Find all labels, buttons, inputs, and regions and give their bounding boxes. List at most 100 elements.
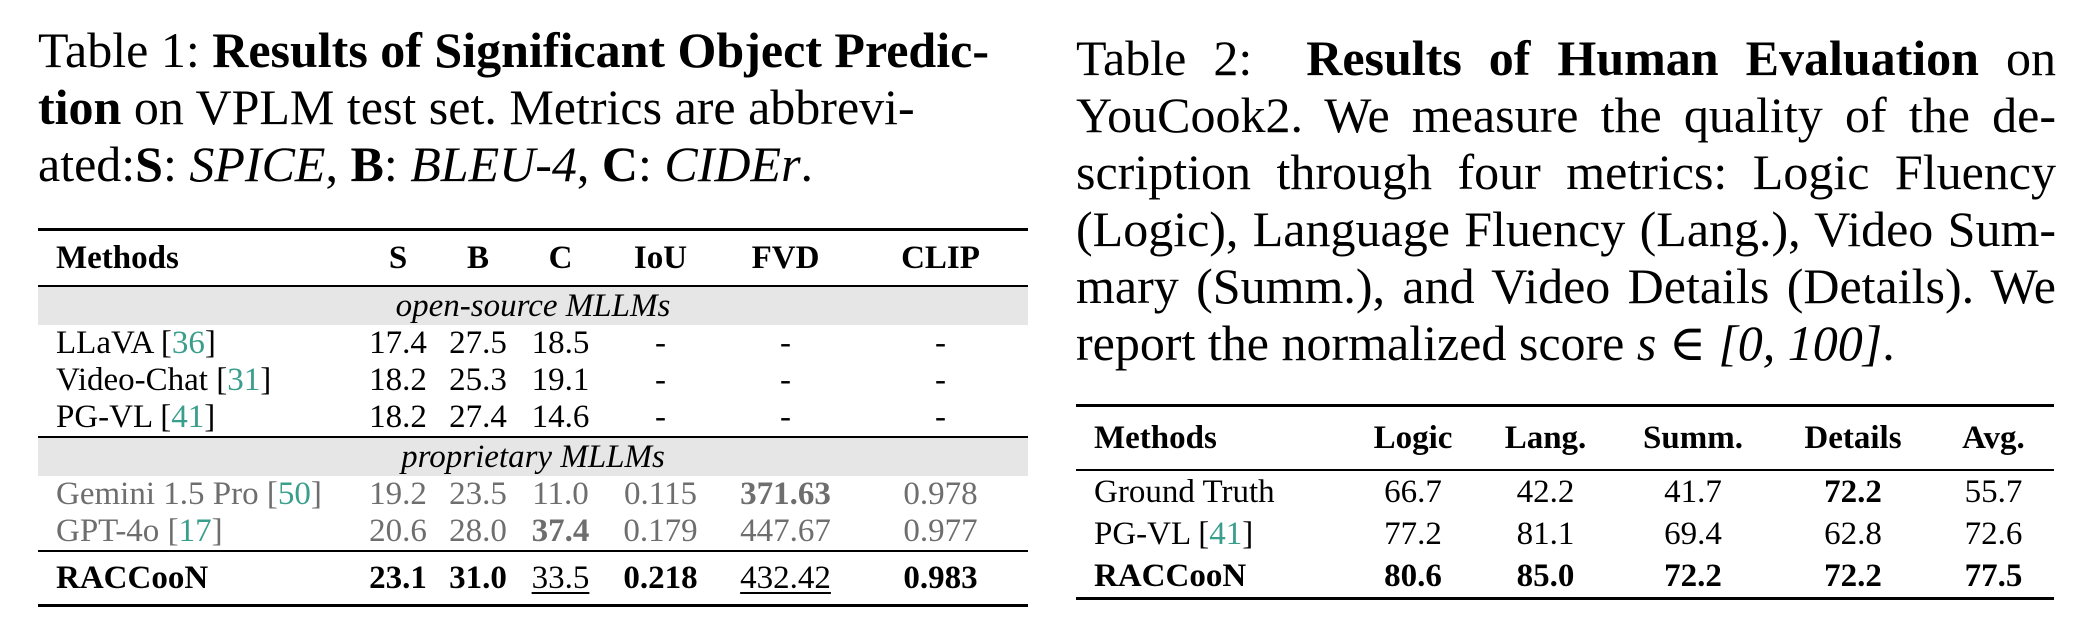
table1-caption: Table 1: Results of Significant Object P… — [38, 22, 1028, 193]
cell-clip: 0.978 — [903, 476, 978, 512]
group-row-proprietary: proprietary MLLMs — [38, 436, 1028, 476]
method-label: PG-VL — [56, 399, 161, 435]
cell-lang: 42.2 — [1478, 469, 1613, 513]
cell-avg: 77.5 — [1933, 555, 2054, 600]
cell-summ: 69.4 — [1664, 515, 1722, 552]
table-row: Video-Chat [31] 18.2 25.3 19.1 - - - — [38, 362, 1028, 399]
table-row: PG-VL [41] 77.2 81.1 69.4 62.8 72.6 — [1076, 513, 2054, 555]
method-name: GPT-4o [17] — [56, 513, 223, 549]
citation-link[interactable]: 17 — [178, 513, 212, 549]
cell-iou: 0.218 — [603, 550, 718, 607]
header-c: C — [518, 228, 603, 286]
cell-logic: 66.7 — [1348, 469, 1478, 513]
metric-c-key: C — [601, 136, 639, 192]
citation-link[interactable]: 31 — [227, 362, 261, 398]
cell-clip: 0.983 — [853, 550, 1028, 607]
cell-summ: 72.2 — [1613, 555, 1773, 600]
table-row: Ground Truth 66.7 42.2 41.7 72.2 55.7 — [1076, 469, 2054, 513]
method-label: Video-Chat — [56, 362, 217, 398]
table2-title: Results of Human Evaluation — [1306, 30, 1979, 86]
cell-clip: - — [935, 399, 946, 435]
header-s: S — [358, 228, 438, 286]
method-label: PG-VL — [1094, 515, 1199, 552]
table1-title-part1: Results of Significant Object Predic- — [212, 22, 989, 78]
cell-summ: 41.7 — [1613, 469, 1773, 513]
method-name: PG-VL [41] — [1094, 515, 1254, 552]
metric-b-value: BLEU-4 — [410, 136, 577, 192]
table2-caption: Table 2: Results of Human Evaluation on … — [1076, 30, 2056, 372]
citation-link[interactable]: 41 — [1209, 515, 1243, 552]
sep: : — [162, 136, 190, 192]
cell-lang: 85.0 — [1478, 555, 1613, 600]
cell-logic: 80.6 — [1348, 555, 1478, 600]
method-label: GPT-4o — [56, 513, 168, 549]
method-name: RACCooN — [1076, 555, 1348, 600]
method-name: Ground Truth — [1076, 469, 1348, 513]
table1-header-row: Methods S B C IoU FVD CLIP — [38, 228, 1028, 286]
cell-fvd: 447.67 — [740, 513, 831, 549]
cell-logic: 77.2 — [1384, 515, 1442, 552]
cell-c-second: 33.5 — [518, 550, 603, 607]
metric-s-value: SPICE — [189, 136, 326, 192]
table-row: LLaVA [36] 17.4 27.5 18.5 - - - — [38, 325, 1028, 362]
table-row: GPT-4o [17] 20.6 28.0 37.4 0.179 447.67 … — [38, 513, 1028, 551]
cell-clip: - — [935, 362, 946, 398]
cell-c-best: 37.4 — [531, 513, 590, 549]
cell-avg: 55.7 — [1933, 469, 2054, 513]
group-label: open-source MLLMs — [38, 285, 1028, 325]
header-summ: Summ. — [1613, 404, 1773, 470]
cell-c: 18.5 — [531, 325, 590, 361]
cell-avg: 72.6 — [1964, 515, 2023, 552]
group-row-open-source: open-source MLLMs — [38, 285, 1028, 325]
header-avg: Avg. — [1933, 404, 2054, 470]
comma: , — [325, 136, 351, 192]
table2-header-row: Methods Logic Lang. Summ. Details Avg. — [1076, 404, 2054, 470]
cell-fvd: - — [780, 325, 791, 361]
cell-s: 17.4 — [369, 325, 427, 361]
cell-clip: 0.977 — [903, 513, 978, 549]
cell-b: 27.4 — [449, 399, 507, 435]
method-name: PG-VL [41] — [56, 399, 216, 435]
method-name: Video-Chat [31] — [56, 362, 272, 398]
citation-link[interactable]: 36 — [171, 325, 205, 361]
cell-details: 62.8 — [1824, 515, 1882, 552]
table1-title-part2: tion — [38, 79, 122, 135]
cell-c: 14.6 — [531, 399, 590, 435]
cell-s: 18.2 — [369, 362, 427, 398]
metric-b-key: B — [350, 136, 384, 192]
header-lang: Lang. — [1478, 404, 1613, 470]
cell-b: 25.3 — [449, 362, 507, 398]
cell-iou: - — [655, 325, 666, 361]
cell-s: 23.1 — [358, 550, 438, 607]
table1-caption-text1: on VPLM test set. Metrics are abbrevi- — [121, 79, 915, 135]
header-details: Details — [1773, 404, 1933, 470]
citation-link[interactable]: 50 — [277, 476, 311, 512]
score-range-math: s ∈ [0, 100] — [1636, 315, 1883, 371]
sep: : — [638, 136, 665, 192]
table2: Methods Logic Lang. Summ. Details Avg. G… — [1076, 404, 2054, 600]
header-logic: Logic — [1348, 404, 1478, 470]
method-name: Gemini 1.5 Pro [50] — [56, 476, 322, 512]
cell-iou: 0.179 — [623, 513, 698, 549]
cell-details: 72.2 — [1773, 555, 1933, 600]
table-row-raccoon: RACCooN 23.1 31.0 33.5 0.218 432.42 0.98… — [38, 550, 1028, 607]
cell-b: 27.5 — [449, 325, 507, 361]
period: . — [800, 136, 814, 192]
method-name: LLaVA [36] — [56, 325, 216, 361]
cell-iou: - — [655, 362, 666, 398]
citation-link[interactable]: 41 — [171, 399, 205, 435]
cell-s: 20.6 — [369, 513, 427, 549]
method-label: LLaVA — [56, 325, 161, 361]
cell-fvd: - — [780, 399, 791, 435]
cell-b: 31.0 — [438, 550, 518, 607]
cell-fvd: - — [780, 362, 791, 398]
header-clip: CLIP — [853, 228, 1028, 286]
comma: , — [576, 136, 602, 192]
cell-fvd-second: 432.42 — [718, 550, 853, 607]
method-label: Gemini 1.5 Pro — [56, 476, 267, 512]
metric-c-value: CIDEr — [664, 136, 801, 192]
header-methods: Methods — [38, 228, 358, 286]
cell-b: 28.0 — [449, 513, 507, 549]
cell-s: 18.2 — [369, 399, 427, 435]
header-b: B — [438, 228, 518, 286]
